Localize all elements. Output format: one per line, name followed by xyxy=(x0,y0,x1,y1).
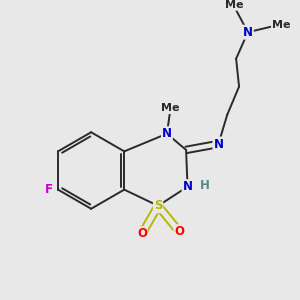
Text: Me: Me xyxy=(225,0,244,10)
Text: O: O xyxy=(137,227,147,240)
Text: S: S xyxy=(154,199,162,212)
Text: Me: Me xyxy=(160,103,179,113)
Text: Me: Me xyxy=(272,20,290,30)
Text: F: F xyxy=(45,183,53,196)
Text: N: N xyxy=(214,137,224,151)
Text: N: N xyxy=(182,180,193,193)
Text: N: N xyxy=(243,26,253,39)
Text: H: H xyxy=(200,179,209,192)
Text: O: O xyxy=(174,225,184,238)
Text: N: N xyxy=(162,127,172,140)
